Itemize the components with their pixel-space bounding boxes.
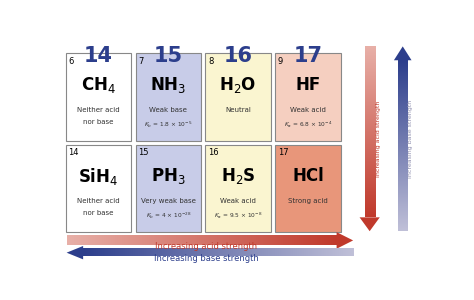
Bar (275, 53, 341, 141)
Text: Weak acid: Weak acid (290, 106, 326, 112)
Polygon shape (360, 217, 380, 231)
Text: 16: 16 (224, 46, 253, 66)
Text: Neutral: Neutral (225, 106, 251, 112)
Bar (136, 145, 201, 232)
Text: Increasing base strength: Increasing base strength (408, 100, 413, 178)
Bar (205, 145, 271, 232)
Text: 14: 14 (68, 148, 79, 157)
Text: Weak acid: Weak acid (220, 198, 256, 204)
Bar (205, 53, 271, 141)
Text: Increasing acid strength: Increasing acid strength (155, 242, 257, 251)
Text: NH$_3$: NH$_3$ (150, 75, 186, 95)
Text: $K_a$ = 9.5 × 10$^{-8}$: $K_a$ = 9.5 × 10$^{-8}$ (214, 211, 263, 221)
Text: 17: 17 (293, 46, 322, 66)
Text: Very weak base: Very weak base (141, 198, 196, 204)
Text: 17: 17 (278, 148, 289, 157)
Polygon shape (394, 46, 411, 60)
Text: HCl: HCl (292, 167, 324, 185)
Text: Neither acid: Neither acid (77, 198, 120, 204)
Text: Increasing acid strength: Increasing acid strength (375, 100, 381, 177)
Text: CH$_4$: CH$_4$ (81, 75, 116, 95)
Text: SiH$_4$: SiH$_4$ (78, 166, 119, 187)
Text: HF: HF (295, 76, 320, 94)
Text: Increasing base strength: Increasing base strength (154, 254, 258, 263)
Text: H$_2$O: H$_2$O (219, 75, 257, 95)
Bar (275, 145, 341, 232)
Polygon shape (66, 246, 83, 260)
Text: 8: 8 (208, 57, 213, 66)
Text: 15: 15 (138, 148, 149, 157)
Text: $K_b$ = 1.8 × 10$^{-5}$: $K_b$ = 1.8 × 10$^{-5}$ (144, 119, 192, 130)
Text: 6: 6 (68, 57, 74, 66)
Text: 14: 14 (84, 46, 113, 66)
Text: 9: 9 (278, 57, 283, 66)
Text: nor base: nor base (83, 210, 114, 216)
Bar (66, 53, 131, 141)
Text: Weak base: Weak base (149, 106, 187, 112)
Text: nor base: nor base (83, 119, 114, 125)
Text: H$_2$S: H$_2$S (221, 166, 255, 186)
Polygon shape (337, 232, 353, 249)
Text: $K_b$ = 4 × 10$^{-28}$: $K_b$ = 4 × 10$^{-28}$ (146, 211, 191, 221)
Text: 16: 16 (208, 148, 219, 157)
Text: PH$_3$: PH$_3$ (151, 166, 186, 186)
Bar (66, 145, 131, 232)
Text: Strong acid: Strong acid (288, 198, 328, 204)
Text: Neither acid: Neither acid (77, 106, 120, 112)
Bar (136, 53, 201, 141)
Text: $K_a$ = 6.8 × 10$^{-4}$: $K_a$ = 6.8 × 10$^{-4}$ (284, 119, 332, 130)
Text: 7: 7 (138, 57, 144, 66)
Text: 15: 15 (154, 46, 183, 66)
